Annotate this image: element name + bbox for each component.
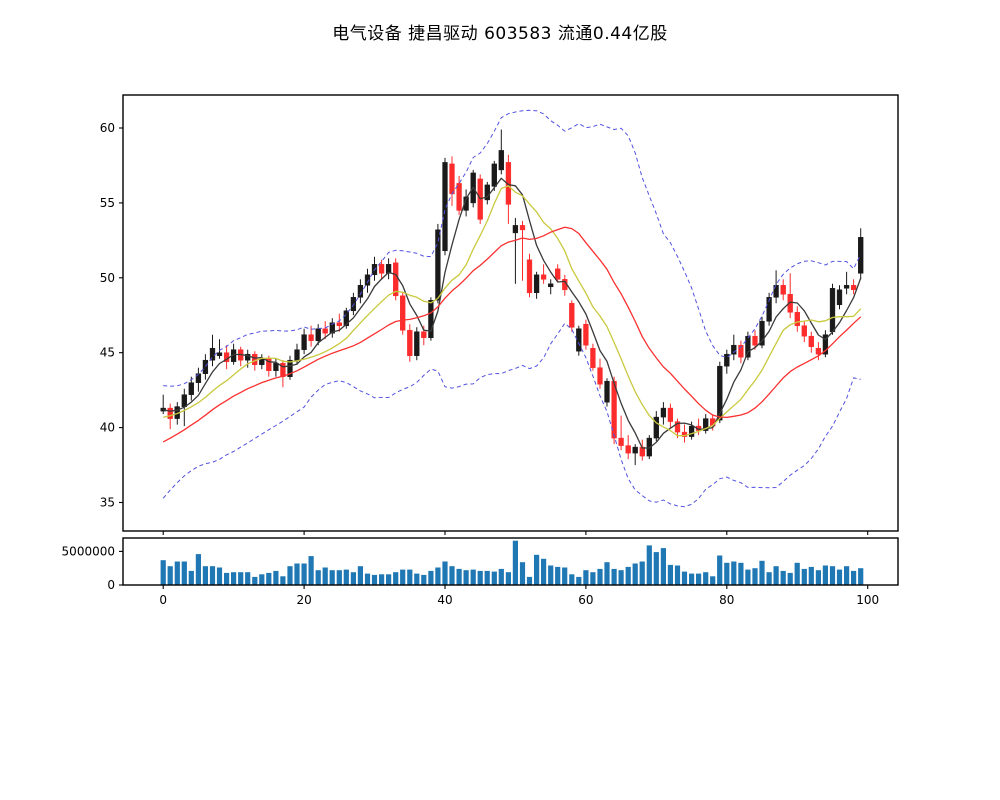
svg-text:100: 100	[856, 593, 879, 607]
svg-text:80: 80	[719, 593, 734, 607]
svg-text:45: 45	[100, 346, 115, 360]
svg-text:20: 20	[296, 593, 311, 607]
price-panel-frame	[122, 94, 899, 532]
volume-bars-group	[160, 540, 864, 585]
svg-text:60: 60	[100, 121, 115, 135]
volume-y-axis: 0 5000000	[62, 544, 123, 592]
x-axis: 0 20 40 60 80 100	[159, 585, 879, 607]
svg-text:0: 0	[159, 593, 167, 607]
svg-text:35: 35	[100, 496, 115, 510]
svg-text:5000000: 5000000	[62, 544, 115, 558]
volume-panel-frame	[122, 537, 899, 586]
ma5-line	[163, 177, 862, 449]
ma10-line	[163, 185, 862, 437]
chart-title: 电气设备 捷昌驱动 603583 流通0.44亿股	[332, 24, 668, 44]
svg-text:55: 55	[100, 196, 115, 210]
price-y-axis: 35 40 45 50 55 60	[100, 121, 869, 535]
svg-text:40: 40	[437, 593, 452, 607]
svg-text:60: 60	[578, 593, 593, 607]
bollinger-upper-line	[163, 109, 862, 387]
svg-text:50: 50	[100, 271, 115, 285]
ma20-line	[162, 226, 862, 443]
bollinger-lower-line	[162, 322, 861, 508]
svg-text:40: 40	[100, 421, 115, 435]
candles-group	[160, 129, 864, 466]
svg-text:0: 0	[107, 578, 115, 592]
